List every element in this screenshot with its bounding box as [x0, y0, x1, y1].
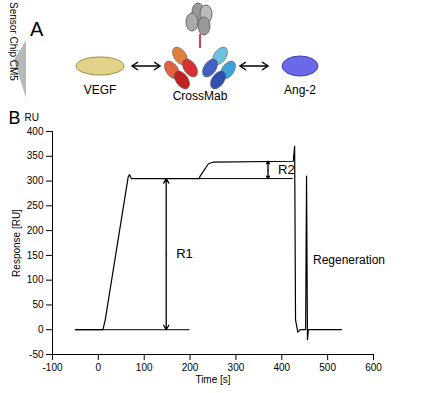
- svg-text:Ang-2: Ang-2: [284, 83, 316, 97]
- svg-text:250: 250: [27, 200, 44, 211]
- svg-text:A: A: [30, 18, 44, 40]
- svg-text:400: 400: [27, 126, 44, 137]
- svg-text:50: 50: [32, 299, 44, 310]
- svg-text:CrossMab: CrossMab: [173, 89, 228, 103]
- svg-text:100: 100: [27, 274, 44, 285]
- svg-text:B: B: [9, 108, 21, 128]
- svg-text:Sensor Chip CM5: Sensor Chip CM5: [8, 2, 19, 81]
- svg-text:200: 200: [182, 362, 199, 373]
- svg-text:Time [s]: Time [s]: [195, 374, 230, 385]
- svg-text:0: 0: [38, 324, 44, 335]
- svg-text:100: 100: [136, 362, 153, 373]
- svg-text:400: 400: [273, 362, 290, 373]
- svg-text:300: 300: [27, 175, 44, 186]
- svg-text:500: 500: [319, 362, 336, 373]
- svg-text:R1: R1: [176, 246, 193, 261]
- svg-text:300: 300: [228, 362, 245, 373]
- svg-text:-50: -50: [29, 349, 44, 360]
- svg-text:-100: -100: [42, 362, 62, 373]
- svg-text:RU: RU: [25, 112, 39, 123]
- svg-text:350: 350: [27, 150, 44, 161]
- svg-text:600: 600: [365, 362, 382, 373]
- svg-text:200: 200: [27, 225, 44, 236]
- svg-text:0: 0: [96, 362, 102, 373]
- svg-text:Regeneration: Regeneration: [313, 253, 385, 267]
- svg-text:Response [RU]: Response [RU]: [11, 209, 22, 277]
- svg-text:R2: R2: [278, 162, 295, 177]
- svg-text:150: 150: [27, 250, 44, 261]
- svg-text:VEGF: VEGF: [84, 83, 117, 97]
